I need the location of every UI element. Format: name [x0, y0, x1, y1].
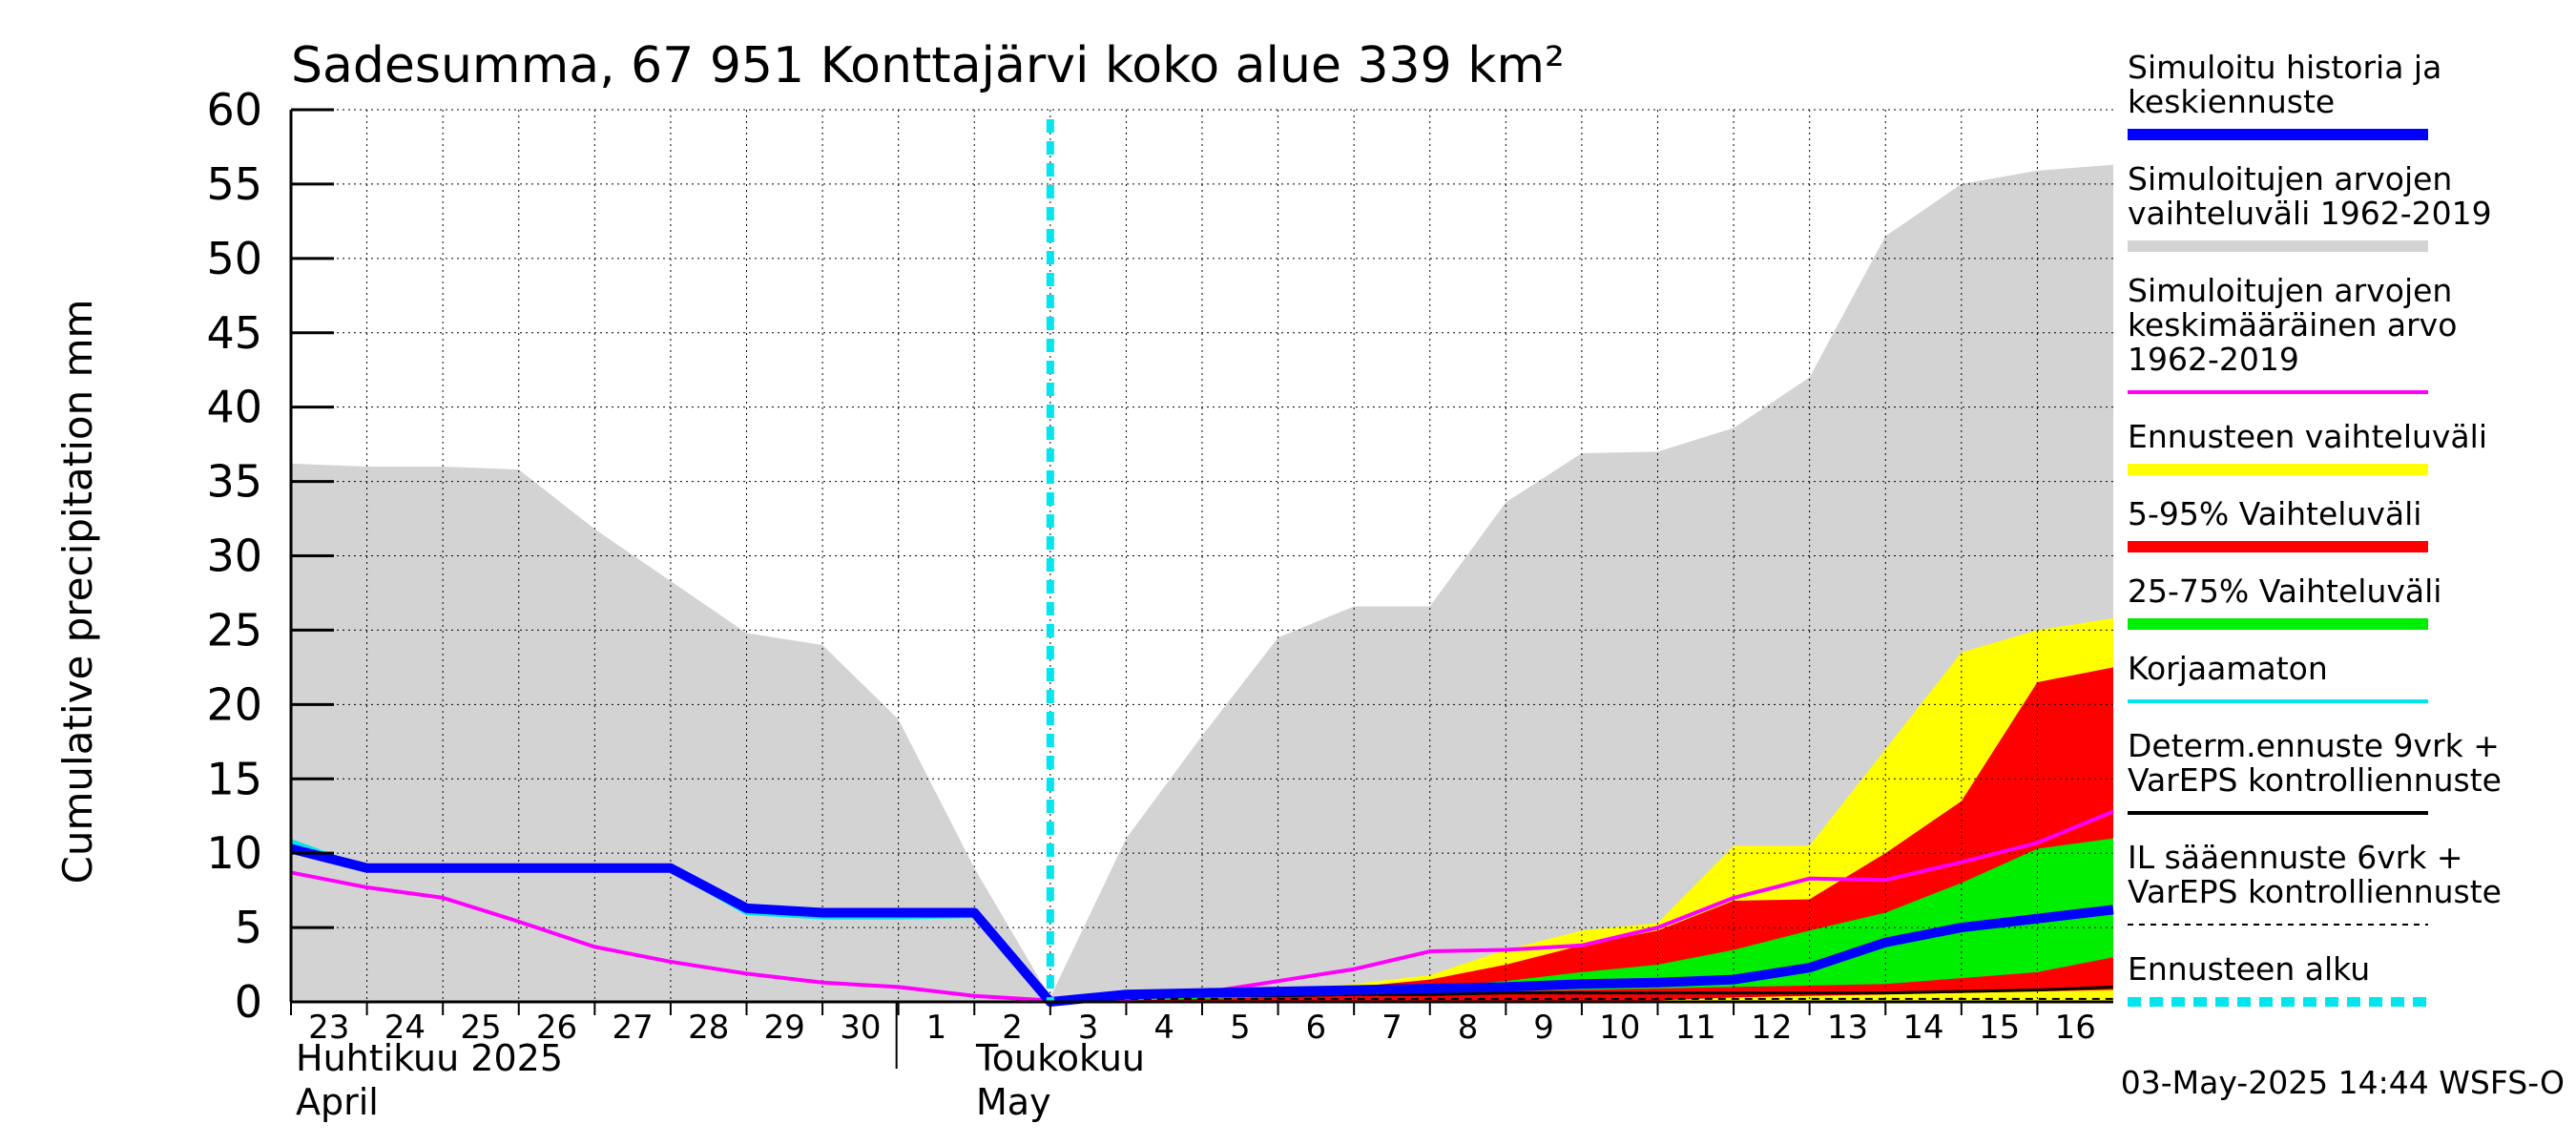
y-tick-label: 40 [206, 382, 262, 433]
month-label-may-en: May [976, 1081, 1051, 1123]
legend-label: VarEPS kontrolliennuste [2128, 761, 2502, 799]
x-tick-label: 5 [1230, 1009, 1251, 1047]
y-tick-labels: 0 5 10 15 20 25 30 35 40 45 50 55 60 [206, 84, 262, 1028]
y-tick-label: 50 [206, 233, 262, 284]
y-tick-label: 5 [235, 902, 262, 953]
y-tick-label: 15 [206, 753, 262, 804]
x-tick-label: 1 [926, 1009, 947, 1047]
line-simuloitu-historia-ja-keskiennuste [289, 843, 2114, 1007]
x-tick-label: 11 [1675, 1009, 1716, 1047]
x-tick-label: 10 [1599, 1009, 1640, 1047]
x-tick-label: 26 [536, 1009, 577, 1047]
x-tick-label: 12 [1751, 1009, 1792, 1047]
y-tick-label: 0 [235, 976, 262, 1028]
band-5-95-vaihteluv-li [1049, 667, 2113, 1002]
y-tick-label: 35 [206, 456, 262, 508]
legend-label: Ennusteen vaihteluväli [2128, 418, 2487, 455]
legend-label: 1962-2019 [2128, 341, 2299, 378]
legend-label: IL sääennuste 6vrk + [2128, 839, 2463, 876]
y-tick-label: 30 [206, 531, 262, 582]
legend-label: vaihteluväli 1962-2019 [2128, 195, 2492, 232]
legend-label: Simuloitujen arvojen [2128, 272, 2452, 309]
x-tick-label: 2 [1002, 1009, 1023, 1047]
x-tick-label: 4 [1153, 1009, 1174, 1047]
y-tick-label: 20 [206, 678, 262, 730]
chart-title: Sadesumma, 67 951 Konttajärvi koko alue … [291, 37, 1565, 94]
y-tick-label: 45 [206, 307, 262, 359]
x-tick-label: 9 [1533, 1009, 1554, 1047]
legend-label: 5-95% Vaihteluväli [2128, 495, 2421, 532]
y-tick-label: 10 [206, 827, 262, 879]
line-il-s-ennuste-6vrk-vareps-kontrolliennuste [1049, 997, 2113, 1002]
bands-layer [291, 164, 2113, 1003]
legend-label: Korjaamaton [2128, 650, 2328, 687]
grid-layer [291, 109, 2113, 1002]
y-tick-label: 60 [206, 84, 262, 135]
x-tick-label: 27 [612, 1009, 653, 1047]
y-tick-label: 55 [206, 158, 262, 210]
x-tick-label: 23 [308, 1009, 349, 1047]
x-tick-label: 25 [460, 1009, 501, 1047]
x-tick-label: 13 [1827, 1009, 1868, 1047]
month-label-april-fi: Huhtikuu 2025 [296, 1037, 563, 1079]
month-label-april-en: April [296, 1081, 379, 1123]
footer-timestamp: 03-May-2025 14:44 WSFS-O [2121, 1064, 2565, 1101]
legend-label: keskiennuste [2128, 83, 2335, 120]
x-tick-label: 8 [1458, 1009, 1479, 1047]
band-25-75-vaihteluv-li [1049, 838, 2113, 1002]
x-tick-label: 14 [1902, 1009, 1943, 1047]
x-tick-labels: 23 24 25 26 27 28 29 30 1 2 3 4 5 6 7 8 9 10 11 12 13 14 15 16 [308, 1009, 2096, 1047]
x-tick-label: 30 [840, 1009, 881, 1047]
x-tick-label: 24 [384, 1009, 426, 1047]
month-label-may-fi: Toukokuu [975, 1037, 1145, 1079]
y-tick-label: 25 [206, 604, 262, 656]
legend-label: Simuloitu historia ja [2128, 49, 2441, 86]
legend-label: 25-75% Vaihteluväli [2128, 572, 2441, 610]
x-tick-label: 7 [1381, 1009, 1402, 1047]
legend-label: keskimääräinen arvo [2128, 306, 2457, 344]
x-tick-label: 16 [2055, 1009, 2096, 1047]
x-tick-label: 6 [1306, 1009, 1327, 1047]
axes-layer [289, 108, 2113, 1069]
legend-label: VarEPS kontrolliennuste [2128, 873, 2502, 910]
legend-label: Ennusteen alku [2128, 950, 2370, 988]
x-tick-label: 3 [1078, 1009, 1099, 1047]
legend-label: Simuloitujen arvojen [2128, 160, 2452, 198]
lines-layer [289, 119, 2114, 1007]
x-tick-label: 28 [688, 1009, 729, 1047]
y-axis-label: Cumulative precipitation mm [54, 300, 101, 885]
x-tick-label: 29 [764, 1009, 805, 1047]
legend-label: Determ.ennuste 9vrk + [2128, 727, 2500, 764]
x-tick-label: 15 [1979, 1009, 2020, 1047]
